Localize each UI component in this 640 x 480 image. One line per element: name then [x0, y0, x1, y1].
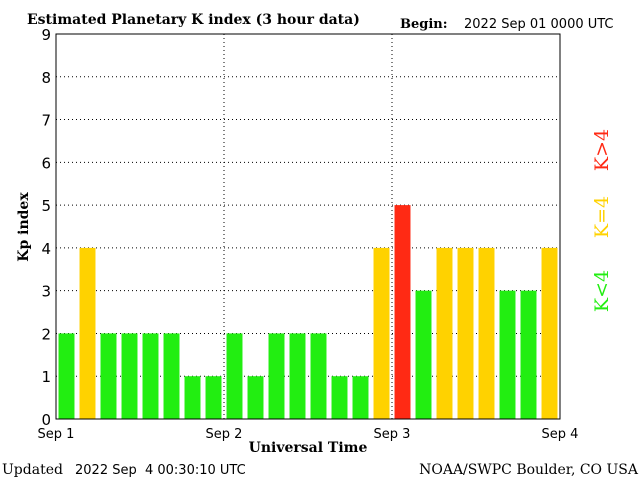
legend-k-less-than-4: K<4 — [591, 270, 613, 312]
grid-lines — [56, 34, 560, 419]
x-tick-label: Sep 2 — [206, 427, 243, 442]
x-axis-label: Universal Time — [249, 440, 368, 456]
x-tick-label: Sep 4 — [542, 427, 579, 442]
y-tick-label: 6 — [41, 154, 51, 172]
begin-label: Begin: — [400, 17, 448, 32]
begin-value: 2022 Sep 01 0000 UTC — [464, 17, 614, 32]
y-tick-labels: 0 1 2 3 4 5 6 7 8 9 — [41, 26, 51, 429]
kp-bar — [289, 333, 306, 419]
kp-bar — [478, 247, 495, 419]
kp-bar — [163, 333, 180, 419]
kp-bar — [79, 247, 96, 419]
y-tick-label: 4 — [41, 240, 51, 258]
y-axis-label: Kp index — [16, 192, 32, 262]
kp-bar — [184, 376, 201, 419]
x-tick-labels: Sep 1 Sep 2 Sep 3 Sep 4 — [38, 427, 579, 442]
y-tick-label: 9 — [41, 26, 51, 44]
y-tick-label: 5 — [41, 197, 51, 215]
y-tick-label: 8 — [41, 69, 51, 87]
x-tick-label: Sep 3 — [374, 427, 411, 442]
kp-bar — [268, 333, 285, 419]
credit-text: NOAA/SWPC Boulder, CO USA — [419, 462, 639, 478]
kp-bar — [247, 376, 264, 419]
kp-bar — [331, 376, 348, 419]
y-tick-label: 3 — [41, 283, 51, 301]
kp-bar — [520, 290, 537, 419]
kp-bar — [205, 376, 222, 419]
kp-bar — [121, 333, 138, 419]
kp-bar — [499, 290, 516, 419]
kp-bar — [226, 333, 243, 419]
updated-label: Updated — [2, 462, 63, 478]
kp-bar — [415, 290, 432, 419]
kp-bar — [541, 247, 558, 419]
kp-bar — [310, 333, 327, 419]
bars — [58, 205, 558, 419]
y-tick-label: 1 — [41, 368, 51, 386]
kp-bar — [436, 247, 453, 419]
kp-bar — [100, 333, 117, 419]
kp-bar — [58, 333, 75, 419]
y-tick-label: 2 — [41, 325, 51, 343]
kp-bar — [457, 247, 474, 419]
kp-bar — [394, 205, 411, 419]
kp-bar — [373, 247, 390, 419]
kp-bar — [352, 376, 369, 419]
kp-bar — [142, 333, 159, 419]
chart-title: Estimated Planetary K index (3 hour data… — [27, 12, 360, 28]
legend-k-equal-4: K=4 — [591, 196, 613, 238]
x-tick-label: Sep 1 — [38, 427, 75, 442]
legend-k-greater-than-4: K>4 — [591, 129, 613, 171]
plot-frame — [55, 33, 561, 420]
y-tick-label: 0 — [41, 411, 51, 429]
updated-value: 2022 Sep 4 00:30:10 UTC — [75, 463, 246, 478]
y-tick-label: 7 — [41, 112, 51, 130]
